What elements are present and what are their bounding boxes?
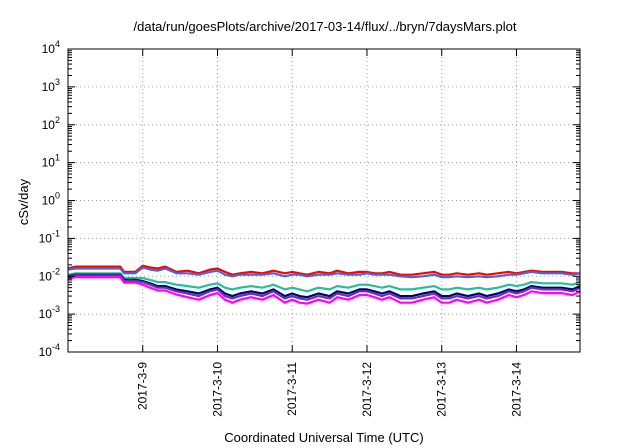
y-tick-label: 100 [42, 191, 60, 208]
y-tick-label: 10-3 [39, 304, 60, 321]
chart-title: /data/run/goesPlots/archive/2017-03-14/f… [134, 19, 517, 34]
x-tick-label: 2017-3-11 [285, 362, 299, 416]
y-tick-label: 10-2 [39, 266, 60, 283]
series-group [67, 264, 581, 305]
y-tick-label: 10-4 [39, 342, 60, 359]
x-tick-label: 2017-3-9 [136, 362, 150, 410]
series-line [67, 264, 580, 276]
series-line [67, 276, 581, 305]
y-tick-label: 102 [42, 115, 60, 132]
series-line [67, 274, 581, 301]
x-tick-label: 2017-3-10 [210, 362, 224, 417]
y-tick-label: 103 [42, 77, 60, 94]
ticks [68, 48, 580, 353]
y-tick-label: 104 [42, 39, 60, 56]
x-tick-labels: 2017-3-9 2017-3-10 2017-3-11 2017-3-12 2017-… [136, 362, 524, 417]
x-tick-label: 2017-3-13 [435, 362, 449, 417]
x-axis-label: Coordinated Universal Time (UTC) [224, 430, 423, 445]
x-tick-label: 2017-3-14 [509, 362, 523, 417]
series-line [67, 272, 581, 293]
series-line [67, 273, 581, 299]
y-tick-label: 10-1 [39, 228, 60, 245]
y-tick-labels: 104 103 102 101 100 10-1 10-2 10-3 10-4 [39, 39, 60, 359]
x-tick-label: 2017-3-12 [360, 362, 374, 417]
grid [68, 49, 580, 352]
y-axis-label: cSv/day [16, 178, 31, 225]
y-tick-label: 101 [42, 153, 60, 170]
series-line [67, 266, 581, 279]
